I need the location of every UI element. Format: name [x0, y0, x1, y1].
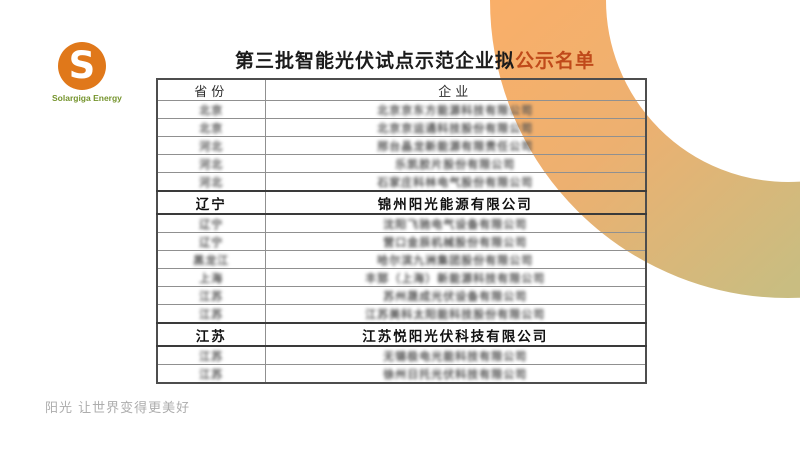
table-row: 江苏 苏州晟成光伏设备有限公司 [156, 286, 647, 305]
company-column-header: 企业 [264, 78, 647, 101]
company-cell: 锦州阳光能源有限公司 [264, 190, 647, 215]
province-cell: 河北 [156, 136, 266, 155]
company-cell: 无锡极电光能科技有限公司 [264, 345, 647, 365]
table-body: 北京 北京京东方能源科技有限公司 北京 北京京运通科技股份有限公司 河北 邢台晶… [156, 100, 647, 384]
province-cell: 河北 [156, 154, 266, 173]
logo-company-name: Solargiga Energy [52, 93, 122, 103]
slogan-text: 阳光 让世界变得更美好 [45, 401, 191, 416]
company-cell: 北京京东方能源科技有限公司 [264, 100, 647, 119]
table-row: 辽宁 锦州阳光能源有限公司 [156, 190, 647, 215]
province-cell: 北京 [156, 118, 266, 137]
slide-title-highlight: 公示名单 [515, 50, 596, 72]
table-row: 江苏 江苏悦阳光伏科技有限公司 [156, 322, 647, 347]
province-cell: 河北 [156, 172, 266, 192]
table-row: 河北 乐凯胶片股份有限公司 [156, 154, 647, 173]
company-cell: 沈阳飞驰电气设备有限公司 [264, 213, 647, 233]
companies-table-container: 省份 企业 北京 北京京东方能源科技有限公司 北京 北京京运通科技股份有限公司 … [156, 78, 647, 384]
table-row: 江苏 无锡极电光能科技有限公司 [156, 345, 647, 365]
table-header-row: 省份 企业 [156, 78, 647, 101]
company-cell: 营口金辰机械股份有限公司 [264, 232, 647, 251]
company-cell: 哈尔滨九洲集团股份有限公司 [264, 250, 647, 269]
province-cell: 江苏 [156, 364, 266, 384]
company-cell: 苏州晟成光伏设备有限公司 [264, 286, 647, 305]
company-logo: S Solargiga Energy [52, 42, 122, 103]
table-row: 北京 北京京运通科技股份有限公司 [156, 118, 647, 137]
table-row: 黑龙江 哈尔滨九洲集团股份有限公司 [156, 250, 647, 269]
table-row: 河北 石家庄科林电气股份有限公司 [156, 172, 647, 192]
province-cell: 辽宁 [156, 232, 266, 251]
company-cell: 石家庄科林电气股份有限公司 [264, 172, 647, 192]
table-row: 北京 北京京东方能源科技有限公司 [156, 100, 647, 119]
slide-title-main: 第三批智能光伏试点示范企业拟 [234, 50, 515, 72]
province-cell: 江苏 [156, 286, 266, 305]
slide-title: 第三批智能光伏试点示范企业拟公示名单 [165, 46, 665, 73]
table-row: 河北 邢台晶龙新能源有限责任公司 [156, 136, 647, 155]
company-cell: 北京京运通科技股份有限公司 [264, 118, 647, 137]
province-cell: 辽宁 [156, 213, 266, 233]
company-cell: 邢台晶龙新能源有限责任公司 [264, 136, 647, 155]
company-cell: 江苏美科太阳能科技股份有限公司 [264, 304, 647, 324]
table-row: 江苏 徐州日托光伏科技有限公司 [156, 364, 647, 384]
logo-s-icon: S [58, 42, 106, 90]
province-cell: 辽宁 [156, 190, 266, 215]
province-cell: 江苏 [156, 345, 266, 365]
company-cell: 丰郅（上海）新能源科技有限公司 [264, 268, 647, 287]
company-cell: 江苏悦阳光伏科技有限公司 [264, 322, 647, 347]
companies-table: 省份 企业 北京 北京京东方能源科技有限公司 北京 北京京运通科技股份有限公司 … [156, 78, 647, 384]
province-cell: 江苏 [156, 304, 266, 324]
province-cell: 江苏 [156, 322, 266, 347]
province-cell: 北京 [156, 100, 266, 119]
company-cell: 徐州日托光伏科技有限公司 [264, 364, 647, 384]
table-row: 辽宁 营口金辰机械股份有限公司 [156, 232, 647, 251]
table-row: 辽宁 沈阳飞驰电气设备有限公司 [156, 213, 647, 233]
table-row: 江苏 江苏美科太阳能科技股份有限公司 [156, 304, 647, 324]
province-column-header: 省份 [156, 78, 266, 101]
province-cell: 黑龙江 [156, 250, 266, 269]
company-cell: 乐凯胶片股份有限公司 [264, 154, 647, 173]
province-cell: 上海 [156, 268, 266, 287]
table-row: 上海 丰郅（上海）新能源科技有限公司 [156, 268, 647, 287]
